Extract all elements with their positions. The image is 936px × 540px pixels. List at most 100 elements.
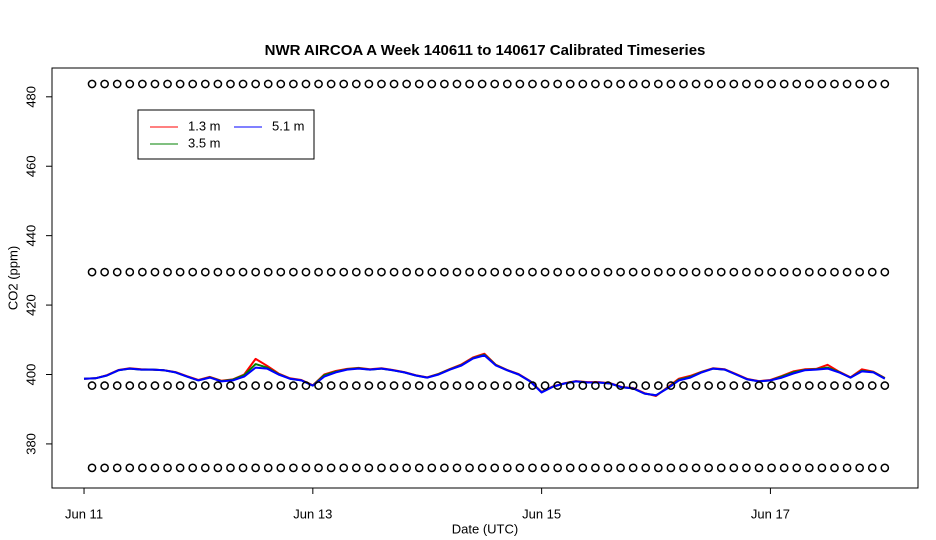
plot-frame <box>51 67 919 489</box>
flag-point <box>263 267 273 277</box>
flag-point <box>377 267 386 277</box>
flag-point <box>414 267 424 277</box>
flag-point <box>565 267 575 277</box>
flag-point <box>440 381 449 390</box>
flag-point <box>855 381 865 390</box>
flag-point <box>402 381 411 390</box>
flag-point <box>188 79 198 89</box>
flag-point <box>817 381 827 390</box>
flag-point <box>175 381 185 390</box>
flag-point <box>490 79 500 89</box>
flag-point <box>226 79 235 89</box>
flag-point <box>200 267 210 277</box>
flag-point <box>200 463 210 473</box>
legend: 1.3 m 3.5 m 5.1 m <box>137 109 315 160</box>
flag-point <box>163 463 172 473</box>
flag-point <box>679 79 688 89</box>
y-tick-label: 380 <box>23 433 38 455</box>
flag-point <box>213 79 223 89</box>
flag-point <box>402 463 411 473</box>
flag-point <box>150 79 160 89</box>
y-tick-label: 480 <box>23 86 38 108</box>
flag-point <box>276 267 286 277</box>
flag-point <box>452 267 462 277</box>
legend-label: 3.5 m <box>188 135 221 150</box>
flag-point <box>628 267 638 277</box>
flag-point <box>138 267 147 277</box>
flag-point <box>540 381 550 390</box>
x-tick-label: Jun 11 <box>65 506 103 521</box>
flag-point <box>716 267 726 277</box>
flag-point <box>188 381 198 390</box>
flag-point <box>779 79 789 89</box>
flag-point <box>289 463 298 473</box>
flag-point <box>188 463 198 473</box>
flag-point <box>616 381 625 390</box>
flag-point <box>364 267 374 277</box>
flag-point <box>364 79 374 89</box>
flag-point <box>804 79 814 89</box>
flag-point <box>238 463 248 473</box>
flag-point <box>553 381 562 390</box>
flag-point <box>817 79 827 89</box>
flag-point <box>855 79 865 89</box>
x-axis-label: Date (UTC) <box>452 521 518 536</box>
flag-point <box>603 79 613 89</box>
flag-point <box>528 381 537 390</box>
flag-point <box>779 381 789 390</box>
flag-point <box>515 381 525 390</box>
flag-point <box>779 267 789 277</box>
legend-label: 1.3 m <box>188 118 221 133</box>
flag-point <box>628 381 638 390</box>
legend-box <box>137 109 315 160</box>
flag-point <box>465 463 474 473</box>
flag-point <box>364 463 374 473</box>
y-tick-label: 420 <box>23 294 38 316</box>
flag-point <box>867 79 877 89</box>
flag-point <box>616 463 625 473</box>
flag-point <box>339 79 349 89</box>
flag-point <box>653 463 663 473</box>
flag-point <box>251 79 260 89</box>
flag-point <box>339 267 349 277</box>
flag-point <box>477 79 487 89</box>
flag-point <box>830 463 839 473</box>
flag-point <box>389 267 399 277</box>
flag-point <box>842 463 852 473</box>
flag-point <box>289 79 298 89</box>
flag-point <box>767 267 776 277</box>
flag-point <box>163 267 172 277</box>
flag-point <box>263 463 273 473</box>
flag-point <box>565 381 575 390</box>
flag-point <box>427 463 437 473</box>
flag-point <box>691 267 701 277</box>
flag-point <box>163 381 172 390</box>
flag-point <box>125 381 135 390</box>
flag-point <box>263 79 273 89</box>
flag-point <box>100 381 109 390</box>
flag-point <box>591 463 600 473</box>
flag-point <box>616 267 625 277</box>
flag-point <box>276 79 286 89</box>
flag-point <box>389 463 399 473</box>
flag-point <box>276 463 286 473</box>
flag-point <box>653 381 663 390</box>
flag-point <box>830 267 839 277</box>
flag-point <box>251 463 260 473</box>
flag-point <box>804 267 814 277</box>
legend-label: 5.1 m <box>272 118 305 133</box>
flag-point <box>138 381 147 390</box>
flag-point <box>515 463 525 473</box>
flag-point <box>704 267 713 277</box>
flag-point <box>641 267 651 277</box>
flag-point <box>440 463 449 473</box>
flag-point <box>817 267 827 277</box>
flag-point <box>138 463 147 473</box>
flag-point <box>213 381 223 390</box>
flag-point <box>490 463 500 473</box>
flag-point <box>440 267 449 277</box>
flag-point <box>175 79 185 89</box>
flag-point <box>591 381 600 390</box>
